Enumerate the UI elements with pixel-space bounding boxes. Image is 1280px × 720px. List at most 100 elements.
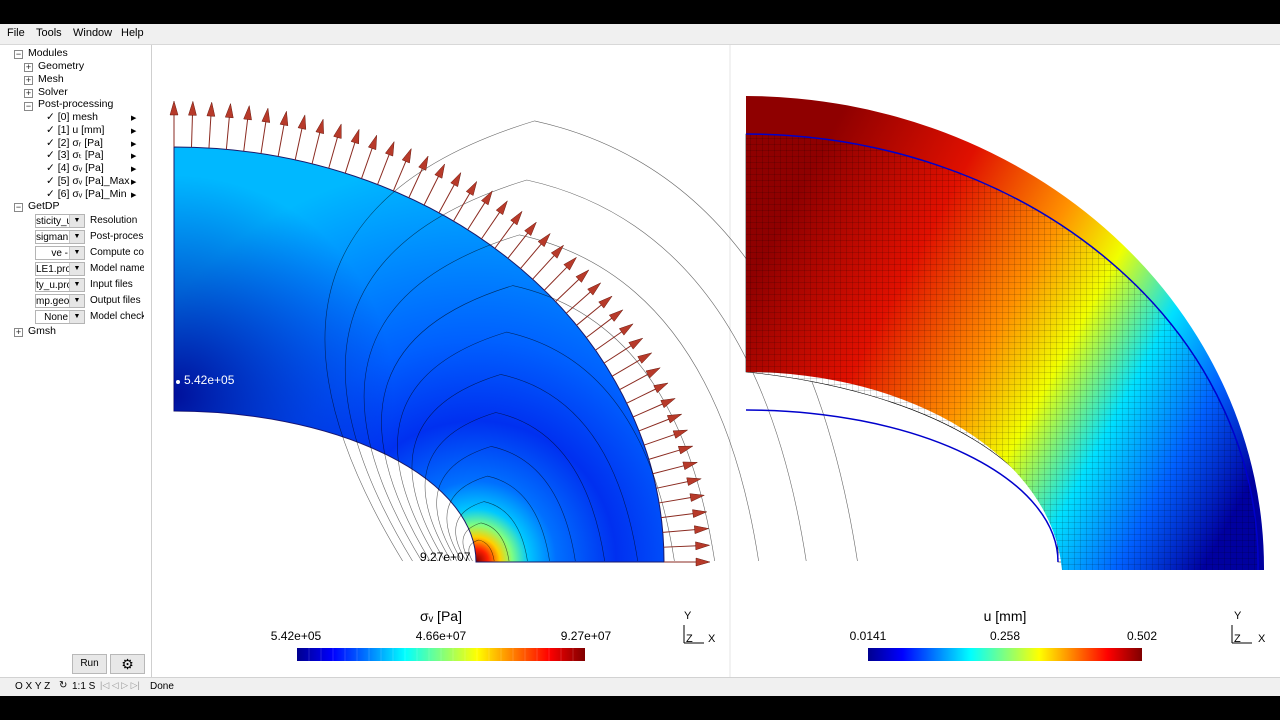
checkbox-checked-icon[interactable]: ✓ [46, 124, 55, 136]
view-item[interactable]: ✓ [0] mesh [46, 111, 98, 124]
dropdown-label: Model check [90, 311, 144, 322]
tree-item-getdp[interactable]: GetDP [28, 200, 60, 212]
view-item[interactable]: ✓ [4] σᵥ [Pa] [46, 162, 104, 175]
arrow-shaft [328, 135, 339, 169]
submenu-arrow-icon[interactable]: ▶ [131, 166, 137, 173]
arrow-head [350, 128, 360, 145]
expand-icon[interactable]: + [24, 62, 33, 72]
arrow-shaft [361, 146, 374, 179]
submenu-arrow-icon[interactable]: ▶ [131, 141, 137, 148]
arrow-shaft [532, 253, 556, 280]
submenu-arrow-icon[interactable]: ▶ [131, 153, 137, 160]
collapse-icon[interactable]: − [14, 49, 23, 59]
arrow-head [682, 461, 699, 471]
dropdown-resolution[interactable]: sticity_u ▼ [35, 214, 85, 228]
submenu-arrow-icon[interactable]: ▶ [131, 192, 137, 199]
menu-help[interactable]: Help [121, 27, 144, 39]
view-item[interactable]: ✓ [3] σₜ [Pa] [46, 149, 104, 162]
view-item[interactable]: ✓ [6] σᵥ [Pa]_Min [46, 188, 127, 201]
arrow-head [243, 104, 252, 121]
playback-icons[interactable]: |◁ ◁ ▷ ▷| [100, 680, 140, 690]
submenu-arrow-icon[interactable]: ▶ [131, 179, 137, 186]
contour-line [411, 374, 639, 562]
checkbox-checked-icon[interactable]: ✓ [46, 137, 55, 149]
view-item[interactable]: ✓ [1] u [mm] [46, 124, 104, 137]
menu-tools[interactable]: Tools [36, 27, 62, 39]
arrow-shaft [658, 496, 693, 504]
collapse-icon[interactable]: − [24, 101, 33, 111]
arrow-shaft [585, 316, 614, 339]
tree-item-modules[interactable]: Modules [28, 47, 68, 59]
dropdown-arrow-icon[interactable]: ▼ [69, 215, 84, 227]
dropdown-arrow-icon[interactable]: ▼ [69, 263, 84, 275]
stress-low-region [174, 147, 664, 562]
dropdown-arrow-icon[interactable]: ▼ [69, 279, 84, 291]
checkbox-checked-icon[interactable]: ✓ [46, 162, 55, 174]
dropdown-compute[interactable]: ve -pos▼ [35, 246, 85, 260]
tree-item-mesh[interactable]: Mesh [38, 73, 64, 85]
submenu-arrow-icon[interactable]: ▶ [131, 128, 137, 135]
arrow-shaft [619, 373, 650, 391]
arrow-head [653, 382, 669, 394]
arrow-head [645, 367, 662, 379]
arrow-head [694, 525, 710, 535]
menu-window[interactable]: Window [73, 27, 113, 39]
dropdown-input-files[interactable]: ty_u.pro ▼ [35, 278, 85, 292]
contour-line [363, 234, 759, 562]
tree-item-geometry[interactable]: Geometry [38, 60, 85, 72]
tree-item-solver[interactable]: Solver [38, 86, 68, 98]
plot-canvas[interactable]: 5.42e+05 9.27e+07 σᵥ [Pa] 5.42e+05 4.66e… [152, 45, 1280, 677]
view-label: [1] u [mm] [57, 124, 105, 136]
arrow-shaft [408, 166, 424, 198]
menu-bar: File Tools Window Help [0, 24, 1280, 45]
view-item[interactable]: ✓ [5] σᵥ [Pa]_Max [46, 175, 129, 188]
colorbar-min: 5.42e+05 [271, 629, 322, 643]
arrow-shaft [438, 182, 456, 214]
checkbox-checked-icon[interactable]: ✓ [46, 188, 55, 200]
arrow-head [689, 493, 706, 502]
view-item[interactable]: ✓ [2] σᵣ [Pa] [46, 137, 103, 150]
arrow-head [677, 445, 694, 455]
dropdown-model-name[interactable]: LE1.pro ▼ [35, 262, 85, 276]
arrow-shaft [648, 449, 682, 460]
checkbox-checked-icon[interactable]: ✓ [46, 175, 55, 187]
axis-x-label: X [1258, 633, 1266, 645]
expand-icon[interactable]: + [24, 75, 33, 85]
arrow-head [692, 509, 708, 518]
min-marker [176, 380, 180, 384]
axis-buttons[interactable]: O X Y Z [15, 681, 51, 692]
dropdown-arrow-icon[interactable]: ▼ [69, 295, 84, 307]
stress-colorbar: σᵥ [Pa] 5.42e+05 4.66e+07 9.27e+07 [271, 608, 612, 661]
checkbox-checked-icon[interactable]: ✓ [46, 149, 55, 161]
rotate-icon[interactable]: ↻ [59, 680, 68, 691]
dropdown-arrow-icon[interactable]: ▼ [69, 231, 84, 243]
contour-line [344, 179, 807, 562]
contour-line [381, 285, 715, 562]
gear-icon[interactable]: ⚙ [110, 654, 145, 674]
checkbox-checked-icon[interactable]: ✓ [46, 111, 55, 123]
contour-line [436, 446, 576, 562]
max-annotation: 9.27e+07 [420, 550, 471, 564]
dropdown-output-files[interactable]: mp.geo ▼ [35, 294, 85, 308]
collapse-icon[interactable]: − [14, 202, 23, 212]
expand-icon[interactable]: + [14, 327, 23, 337]
dropdown-postprocessing[interactable]: sigman ▼ [35, 230, 85, 244]
dropdown-model-check[interactable]: None ▼ [35, 310, 85, 324]
dropdown-arrow-icon[interactable]: ▼ [69, 311, 84, 323]
contour-line [446, 475, 550, 562]
submenu-arrow-icon[interactable]: ▶ [131, 115, 137, 122]
arrow-shaft [311, 130, 321, 164]
arrow-shaft [543, 265, 569, 291]
axis-x-label: X [708, 633, 716, 645]
arrow-head [563, 256, 578, 271]
run-button[interactable]: Run [72, 654, 107, 674]
status-bar: O X Y Z ↻ 1:1 S |◁ ◁ ▷ ▷| Done [0, 677, 1280, 696]
dropdown-arrow-icon[interactable]: ▼ [69, 247, 84, 259]
graphics-viewer[interactable]: 5.42e+05 9.27e+07 σᵥ [Pa] 5.42e+05 4.66e… [152, 45, 1280, 677]
expand-icon[interactable]: + [24, 88, 33, 98]
tree-item-postprocessing[interactable]: Post-processing [38, 98, 114, 110]
tree-item-gmsh[interactable]: Gmsh [28, 325, 57, 337]
scale-buttons[interactable]: 1:1 S [72, 681, 96, 692]
arrow-shaft [494, 220, 516, 249]
menu-file[interactable]: File [7, 27, 25, 39]
